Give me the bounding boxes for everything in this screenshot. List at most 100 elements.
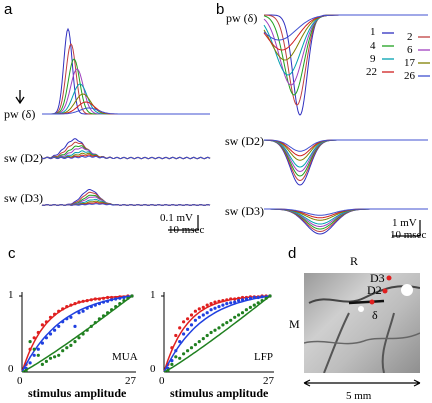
x-tick-mua-27: 27 — [125, 375, 136, 387]
data-point — [233, 300, 237, 304]
data-point — [209, 308, 213, 312]
x-axis-label-mua: stimulus amplitude — [28, 386, 127, 400]
trace-b-sw-d2 — [264, 139, 428, 152]
data-point — [40, 362, 45, 366]
data-point — [170, 362, 174, 366]
data-point — [205, 303, 209, 307]
data-point — [201, 305, 205, 309]
whisker-marker — [369, 299, 375, 305]
data-point — [57, 353, 61, 357]
trace-label-b-sw-d2: sw (D2) — [225, 134, 264, 148]
trace-a-pw — [42, 107, 210, 115]
data-point — [174, 355, 178, 359]
data-point — [53, 355, 57, 359]
trace-a-sw-d3 — [41, 203, 211, 206]
x-tick-lfp-27: 27 — [263, 375, 274, 387]
stimulus-arrow — [15, 90, 25, 105]
x-tick-mua-0: 0 — [17, 375, 23, 387]
legend-entry: 4 — [370, 40, 376, 52]
trace-a-pw — [42, 58, 210, 115]
legend-entry: 6 — [407, 44, 413, 56]
data-point — [213, 328, 217, 332]
data-point — [237, 313, 241, 317]
whisker-label-delta: δ — [372, 308, 378, 322]
fit-curve — [21, 295, 133, 373]
data-point — [174, 333, 178, 338]
whisker-label-d3: D3 — [370, 271, 385, 285]
panel-label-c: c — [8, 245, 16, 262]
data-point — [256, 301, 260, 305]
scale-bar-b — [392, 220, 421, 237]
data-point — [201, 337, 205, 341]
trace-b-sw-d2 — [263, 139, 428, 173]
data-point — [61, 349, 65, 353]
subplot-label-lfp: LFP — [254, 351, 273, 363]
trace-a-pw — [42, 43, 210, 115]
data-point — [186, 349, 190, 353]
trace-a-sw-d3 — [41, 191, 211, 206]
data-point — [48, 332, 53, 336]
data-point — [32, 336, 36, 340]
data-point — [81, 309, 85, 313]
data-point — [178, 326, 182, 330]
data-point — [237, 299, 241, 303]
whisker-marker — [386, 275, 392, 281]
fit-curve — [163, 295, 271, 373]
data-point — [189, 323, 194, 327]
vessel-drawing — [304, 284, 420, 373]
data-point — [193, 343, 197, 347]
legend-entry: 17 — [404, 57, 415, 69]
scale-time-b: 10 msec — [390, 229, 427, 241]
data-point — [48, 356, 53, 360]
trace-a-sw-d3 — [41, 189, 211, 206]
legend-entry: 1 — [370, 26, 376, 38]
data-point — [217, 326, 221, 330]
cortex-image — [304, 273, 420, 373]
data-point — [252, 303, 256, 307]
data-point — [182, 352, 186, 356]
data-point — [182, 320, 186, 324]
data-point — [28, 340, 32, 344]
data-point — [221, 323, 225, 327]
data-point — [209, 330, 213, 335]
data-point — [248, 305, 252, 309]
fit-curve — [21, 295, 133, 373]
panel-label-b: b — [216, 1, 225, 18]
data-point — [36, 353, 40, 357]
data-point — [32, 347, 36, 351]
data-point — [197, 340, 201, 344]
trace-label-b-sw-d3: sw (D3) — [225, 204, 264, 218]
trace-b-pw — [264, 14, 428, 116]
data-point — [205, 311, 209, 315]
data-point — [40, 341, 45, 345]
data-point — [77, 311, 81, 315]
y-tick-mua-1: 1 — [8, 289, 14, 301]
x-tick-lfp-0: 0 — [159, 375, 165, 387]
data-point — [201, 313, 205, 317]
data-point — [233, 315, 237, 319]
trace-a-sw-d2 — [41, 155, 211, 160]
data-point — [225, 302, 229, 306]
trace-a-pw — [42, 93, 210, 115]
whisker-label-d2: D2 — [367, 283, 382, 297]
data-point — [69, 343, 73, 347]
data-point — [69, 315, 73, 319]
data-point — [240, 311, 245, 315]
data-point — [28, 361, 32, 365]
data-point — [229, 318, 233, 322]
data-point — [217, 305, 221, 309]
panel-label-d: d — [288, 245, 297, 262]
fit-curve — [163, 295, 271, 373]
scale-amp-b: 1 mV — [392, 217, 417, 229]
data-point — [197, 307, 201, 311]
whisker-marker — [382, 288, 388, 294]
legend-entry: 26 — [404, 70, 415, 82]
trace-b-pw — [263, 14, 428, 41]
scale-amp-a: 0.1 mV — [160, 212, 193, 224]
data-point — [229, 301, 233, 305]
fit-curve — [163, 295, 271, 373]
data-point — [40, 323, 45, 327]
scalebar-label-d: 5 mm — [346, 390, 372, 402]
trace-a-sw-d3 — [41, 194, 211, 206]
